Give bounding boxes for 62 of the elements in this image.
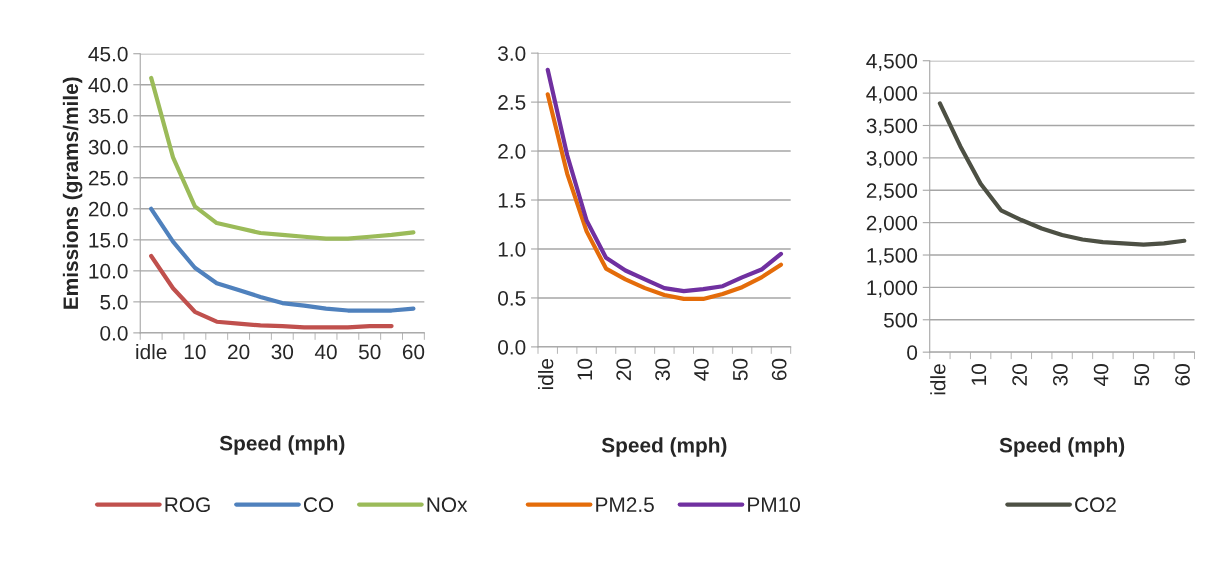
y-tick-label: 500 (883, 312, 918, 328)
x-axis-title: Speed (mph) (601, 437, 727, 457)
y-axis-title: Emissions (grams/mile) (62, 77, 83, 309)
x-tick-label: 40 (694, 358, 709, 381)
x-tick-label: 60 (402, 344, 425, 360)
x-tick-label: 20 (228, 344, 250, 360)
y-tick-label: 3.0 (498, 46, 526, 61)
x-tick-label: idle (930, 364, 946, 395)
y-tick-label: 5.0 (100, 294, 128, 310)
y-tick-label: 2,500 (866, 183, 918, 201)
x-tick-label: 50 (732, 358, 748, 381)
x-tick-label: 30 (271, 344, 294, 360)
y-tick-label: 45.0 (88, 46, 128, 62)
y-tick-label: 2,000 (866, 215, 918, 233)
x-tick-label: 50 (1134, 364, 1150, 386)
y-tick-label: 1,000 (867, 280, 918, 298)
y-tick-label: 0.0 (100, 325, 128, 341)
y-tick-label: 40.0 (88, 77, 128, 93)
x-tick-label: 10 (184, 344, 206, 360)
y-tick-label: 25.0 (88, 170, 128, 186)
line-series (149, 75, 416, 241)
y-tick-label: 1.5 (498, 193, 526, 208)
x-tick-label: 60 (1175, 364, 1190, 386)
y-tick-label: 15.0 (89, 232, 128, 248)
legend-label: ROG (165, 497, 210, 513)
x-tick-label: 40 (314, 344, 337, 360)
legend-label: PM10 (748, 497, 801, 513)
y-tick-label: 2.5 (498, 95, 526, 110)
y-tick-label: 4,000 (866, 86, 918, 104)
y-tick-label: 3,000 (866, 150, 918, 169)
legend-label: NOx (427, 497, 468, 513)
x-tick-label: idle (136, 343, 167, 360)
y-tick-label: 2.0 (498, 144, 526, 159)
y-tick-label: 1,500 (867, 248, 918, 266)
x-tick-label: 10 (971, 364, 987, 385)
x-tick-label: 20 (1012, 364, 1027, 386)
x-axis-title: Speed (mph) (219, 435, 345, 455)
y-tick-label: 0.5 (498, 290, 526, 306)
legend-label: CO2 (1075, 497, 1116, 513)
y-tick-label: 35.0 (88, 108, 128, 124)
y-tick-label: 0.0 (498, 339, 526, 355)
x-tick-label: 50 (358, 344, 381, 360)
legend-label: PM2.5 (596, 497, 654, 513)
x-tick-label: 30 (655, 358, 670, 381)
y-tick-label: 3,500 (866, 118, 918, 136)
y-tick-label: 20.0 (88, 201, 128, 217)
x-tick-label: 10 (577, 358, 593, 380)
line-series (149, 206, 416, 313)
x-tick-label: idle (538, 358, 554, 390)
y-tick-label: 0 (907, 345, 918, 360)
line-series (937, 101, 1187, 247)
x-axis-title: Speed (mph) (999, 437, 1125, 457)
x-tick-label: 40 (1093, 364, 1109, 386)
y-tick-label: 1.0 (498, 241, 526, 257)
y-tick-label: 10.0 (89, 263, 128, 279)
x-tick-label: 60 (771, 358, 787, 381)
line-series (149, 253, 394, 330)
x-tick-label: 20 (616, 358, 632, 381)
y-tick-label: 4,500 (866, 53, 918, 71)
y-tick-label: 30.0 (88, 139, 128, 155)
x-tick-label: 30 (1052, 364, 1068, 386)
legend-label: CO (303, 497, 334, 513)
